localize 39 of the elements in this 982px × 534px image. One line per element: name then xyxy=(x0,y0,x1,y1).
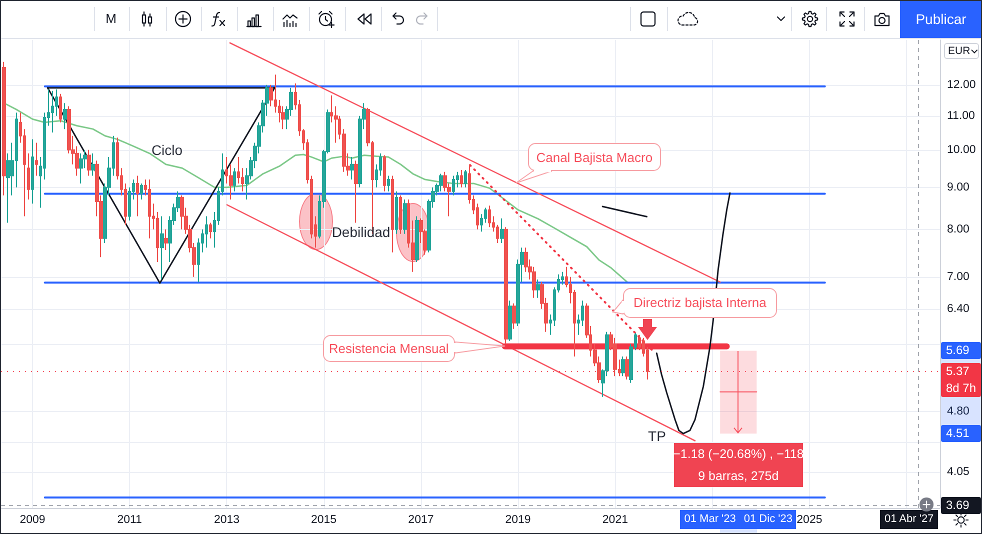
x-tick-label: 2025 xyxy=(796,514,822,526)
y-tick-label: 9.00 xyxy=(947,181,970,194)
x-tick-label: 2013 xyxy=(214,514,240,526)
y-tick-label: 12.00 xyxy=(947,78,976,91)
annotation: Canal Bajista Macro xyxy=(536,150,653,165)
y-tick-label: 11.00 xyxy=(947,110,975,122)
y-tick-label: 4.80 xyxy=(947,405,970,418)
y-tick-label: 7.00 xyxy=(947,270,970,283)
label-box: 9 barras, 275d xyxy=(674,464,803,487)
y-axis-title: EUR xyxy=(948,45,970,57)
annotation: Directriz bajista Interna xyxy=(633,295,766,310)
ref-line-label: 3.69 xyxy=(941,496,981,514)
ref-line-label: 5.37 xyxy=(945,362,970,380)
publish-button: Publicar xyxy=(900,0,982,38)
x-tick-label: 2021 xyxy=(602,514,628,526)
y-tick-label: 6.40 xyxy=(947,302,970,315)
x-tick-label: 2017 xyxy=(408,514,434,526)
annotation: Debilidad xyxy=(332,224,390,240)
y-tick-label: 10.00 xyxy=(947,144,976,156)
dropdown: EUR xyxy=(944,43,979,59)
text: 4.51 xyxy=(941,425,981,442)
y-tick-label: 8.00 xyxy=(947,223,970,236)
x-tick-label: 2015 xyxy=(310,514,337,526)
y-tick-label: 4.05 xyxy=(947,466,970,478)
x-tick-label: 2009 xyxy=(20,514,46,526)
ref-line-label: 01 Abr '27 xyxy=(880,510,938,529)
annotation: 9 barras, 275d xyxy=(698,468,779,483)
annotation: Ciclo xyxy=(151,142,183,158)
label-box: −1.18 (−20.68%) , −118 xyxy=(674,442,803,465)
text: 01 Dic '23 xyxy=(740,510,796,529)
annotation: Resistencia Mensual xyxy=(328,341,449,356)
text: 01 Mar '23 xyxy=(680,510,740,529)
x-tick-label: 2019 xyxy=(505,514,531,526)
annotation: TP xyxy=(648,428,666,444)
annotation: −1.18 (−20.68%) , −118 xyxy=(673,446,804,461)
x-tick-label: 2011 xyxy=(117,514,142,526)
text: M xyxy=(104,10,118,28)
text: 5.69 xyxy=(941,342,981,360)
text: 8d 7h xyxy=(945,380,978,397)
